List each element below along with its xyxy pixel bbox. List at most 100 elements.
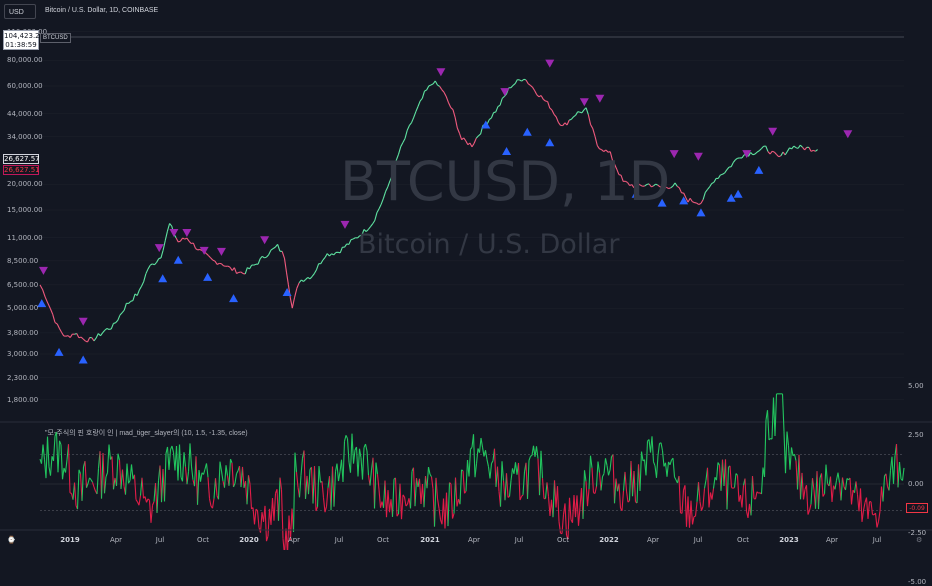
- price-segment: [751, 152, 753, 154]
- chart-canvas[interactable]: [0, 0, 932, 550]
- price-segment: [472, 143, 474, 147]
- oscillator-segment: [91, 480, 93, 483]
- price-axis-label: 20,000.00: [7, 180, 43, 188]
- price-segment: [677, 186, 679, 188]
- price-segment: [258, 259, 260, 264]
- oscillator-segment: [742, 485, 744, 507]
- oscillator-segment: [529, 456, 531, 460]
- oscillator-segment: [900, 462, 902, 479]
- price-segment: [420, 98, 422, 101]
- price-segment: [250, 265, 252, 269]
- settings-icon[interactable]: ⚙: [916, 536, 922, 544]
- oscillator-segment: [366, 444, 368, 451]
- oscillator-segment: [846, 478, 848, 490]
- oscillator-segment: [604, 458, 606, 473]
- time-axis-label: Oct: [737, 536, 749, 544]
- oscillator-segment: [258, 511, 260, 528]
- price-segment: [373, 220, 375, 223]
- oscillator-segment: [714, 477, 716, 488]
- price-segment: [418, 101, 420, 106]
- price-segment: [714, 178, 716, 182]
- price-segment: [781, 152, 783, 156]
- oscillator-segment: [43, 445, 45, 460]
- oscillator-segment: [790, 447, 792, 469]
- price-segment: [118, 315, 120, 320]
- price-segment: [593, 129, 595, 137]
- oscillator-segment: [667, 462, 669, 477]
- price-segment: [183, 238, 185, 239]
- oscillator-segment: [595, 487, 597, 494]
- price-segment: [567, 120, 569, 125]
- buy-signal-marker: [754, 166, 763, 174]
- oscillator-segment: [598, 462, 600, 473]
- price-axis-label: 60,000.00: [7, 82, 43, 90]
- oscillator-segment: [481, 438, 483, 447]
- price-segment: [718, 175, 720, 178]
- oscillator-segment: [249, 475, 251, 484]
- oscillator-segment: [502, 461, 504, 481]
- oscillator-segment: [235, 474, 237, 484]
- oscillator-segment: [568, 498, 570, 539]
- oscillator-segment: [393, 479, 395, 517]
- oscillator-segment: [625, 472, 627, 491]
- oscillator-segment: [792, 447, 794, 455]
- oscillator-segment: [148, 499, 150, 500]
- oscillator-segment: [255, 509, 257, 524]
- price-segment: [299, 280, 301, 283]
- oscillator-segment: [463, 471, 465, 493]
- price-segment: [282, 251, 284, 258]
- buy-signal-marker: [37, 299, 46, 307]
- oscillator-segment: [243, 467, 245, 488]
- buy-signal-marker: [229, 294, 238, 302]
- price-axis-label: 44,000.00: [7, 110, 43, 118]
- sell-signal-marker: [217, 248, 226, 256]
- price-segment: [409, 123, 411, 126]
- price-segment: [131, 301, 133, 302]
- oscillator-segment: [495, 449, 497, 487]
- price-segment: [412, 118, 414, 123]
- price-segment: [124, 303, 126, 310]
- oscillator-segment: [97, 468, 99, 494]
- oscillator-segment: [460, 470, 462, 504]
- indicator-axis-label: 5.00: [908, 382, 924, 390]
- price-segment: [712, 182, 714, 183]
- oscillator-segment: [819, 478, 821, 509]
- oscillator-segment: [693, 517, 695, 525]
- price-segment: [522, 79, 524, 81]
- price-segment: [524, 79, 526, 80]
- indicator-legend[interactable]: "모-주식의 핀 호랑이 인 | mad_tiger_slayer의 (10, …: [45, 428, 248, 438]
- currency-button[interactable]: USD: [4, 4, 36, 19]
- oscillator-segment: [232, 463, 234, 487]
- price-segment: [150, 264, 152, 265]
- time-axis-label: Oct: [557, 536, 569, 544]
- oscillator-segment: [180, 445, 182, 478]
- time-axis-label: Apr: [110, 536, 122, 544]
- oscillator-segment: [700, 502, 702, 511]
- oscillator-segment: [610, 457, 612, 470]
- oscillator-segment: [897, 444, 899, 487]
- price-segment: [513, 84, 515, 86]
- price-segment: [59, 328, 61, 332]
- oscillator-segment: [427, 467, 429, 488]
- oscillator-segment: [301, 458, 303, 475]
- oscillator-segment: [319, 466, 321, 482]
- price-segment: [370, 224, 372, 227]
- indicator-axis-label: 2.50: [908, 431, 924, 439]
- price-segment: [779, 156, 781, 157]
- timezone-icon[interactable]: ⌚: [7, 536, 16, 544]
- oscillator-series: [40, 394, 904, 550]
- oscillator-segment: [438, 499, 440, 509]
- oscillator-segment: [709, 492, 711, 507]
- oscillator-segment: [105, 477, 107, 493]
- price-segment: [446, 97, 448, 103]
- price-axis-label: 5,000.00: [7, 304, 38, 312]
- price-segment: [494, 112, 496, 113]
- price-segment: [595, 136, 597, 145]
- time-axis-label: 2022: [599, 536, 618, 544]
- oscillator-segment: [588, 489, 590, 506]
- oscillator-segment: [339, 472, 341, 481]
- price-segment: [321, 260, 323, 264]
- price-axis-label: 8,500.00: [7, 257, 38, 265]
- oscillator-segment: [868, 502, 870, 519]
- price-segment: [457, 128, 459, 133]
